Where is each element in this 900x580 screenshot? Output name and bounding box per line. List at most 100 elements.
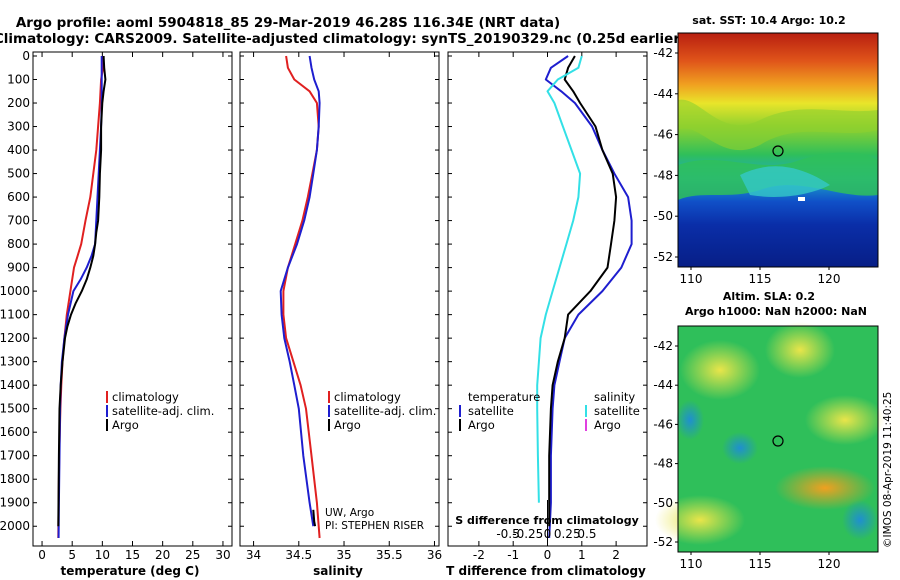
s-difference-title: S difference from climatology — [455, 514, 639, 527]
x-tick-label: 10 — [95, 548, 110, 562]
map-y-tick-label: -52 — [653, 535, 673, 549]
map-y-tick-label: -44 — [653, 87, 673, 101]
sst-mid-band — [678, 99, 878, 151]
depth-tick-label: 2000 — [0, 519, 30, 533]
s-diff-tick-label: 0 — [544, 527, 552, 541]
figure-title-line1: Argo profile: aoml 5904818_85 29-Mar-201… — [16, 15, 560, 31]
legend-swatch-satellite — [328, 405, 330, 417]
map-y-tick-label: -42 — [653, 46, 673, 60]
legend-swatch-climatology — [328, 391, 330, 403]
figure-title-line2: Climatology: CARS2009. Satellite-adjuste… — [0, 31, 686, 47]
legend-swatch-satellite — [106, 405, 108, 417]
sla-low-blob — [722, 432, 758, 464]
series-line-satellite-adj-clim- — [279, 55, 321, 527]
depth-tick-label: 500 — [7, 167, 30, 181]
x-tick-label: 2 — [612, 548, 620, 562]
legend-title-salinity: salinity — [594, 390, 635, 404]
s-diff-tick-label: -0.5 — [496, 527, 519, 541]
sla-high-blob — [680, 340, 760, 400]
salinity-panel-frame — [239, 51, 440, 547]
s-diff-tick-label: 0.5 — [577, 527, 596, 541]
series-line-argo — [312, 509, 317, 527]
map-y-tick-label: -46 — [653, 417, 673, 431]
salinity-legend: climatology satellite-adj. clim. Argo — [328, 390, 436, 432]
legend-swatch-climatology — [106, 391, 108, 403]
legend-swatch-s-satellite — [585, 405, 587, 417]
legend-label: satellite — [594, 404, 640, 418]
depth-tick-label: 1200 — [0, 331, 30, 345]
x-tick-label: -2 — [473, 548, 485, 562]
sla-low-blob — [842, 500, 878, 540]
temperature-legend: climatology satellite-adj. clim. Argo — [106, 390, 214, 432]
x-tick-label: 1 — [578, 548, 586, 562]
x-tick-label: 34 — [246, 548, 261, 562]
depth-tick-label: 1600 — [0, 425, 30, 439]
difference-panel-frame — [447, 51, 648, 547]
legend-label: Argo — [468, 418, 495, 432]
legend-label: climatology — [112, 390, 179, 404]
x-tick-label: 30 — [215, 548, 230, 562]
depth-tick-label: 1800 — [0, 472, 30, 486]
sla-high-blob — [765, 322, 835, 378]
temperature-series — [57, 55, 107, 539]
x-tick-label: 35.5 — [376, 548, 403, 562]
series-line-salinity-satellite — [536, 55, 583, 503]
legend-swatch-t-satellite — [459, 405, 461, 417]
series-line-temperature-satellite — [544, 55, 633, 539]
temperature-x-label: temperature (deg C) — [61, 564, 200, 578]
credit-line2: PI: STEPHEN RISER — [325, 520, 424, 532]
sla-map-title-line1: Altim. SLA: 0.2 — [723, 290, 815, 303]
s-diff-tick-label: 0.25 — [554, 527, 581, 541]
map-x-tick-label: 115 — [749, 272, 772, 286]
sst-map-axes: -42 -44 -46 -48 -50 -52 110 115 120 — [653, 46, 840, 286]
sla-map-axes: -42 -44 -46 -48 -50 -52 110 115 120 — [653, 339, 840, 571]
legend-swatch-t-argo — [459, 419, 461, 431]
map-y-tick-label: -42 — [653, 339, 673, 353]
sla-map-frame — [677, 325, 879, 553]
map-x-tick-label: 110 — [680, 557, 703, 571]
map-y-tick-label: -50 — [653, 496, 673, 510]
depth-tick-label: 0 — [22, 49, 30, 63]
map-y-tick-label: -46 — [653, 128, 673, 142]
depth-tick-label: 600 — [7, 190, 30, 204]
x-tick-label: 36 — [427, 548, 442, 562]
legend-label: satellite-adj. clim. — [112, 404, 214, 418]
legend-swatch-argo — [106, 419, 108, 431]
map-y-tick-label: -48 — [653, 168, 673, 182]
depth-tick-label: 1100 — [0, 308, 30, 322]
x-tick-label: 0 — [544, 548, 552, 562]
series-line-climatology — [282, 55, 321, 539]
s-difference-axis: -0.5-0.25 0 0.250.5 — [496, 527, 596, 541]
x-tick-label: -1 — [507, 548, 519, 562]
x-tick-label: 25 — [185, 548, 200, 562]
map-x-tick-label: 120 — [818, 272, 841, 286]
depth-axis: 0 100 200 300 400 500 600 700 800 900 1000 1100 1200… — [0, 49, 647, 533]
salinity-x-axis: 34 34.5 35 35.5 36 — [246, 52, 442, 562]
depth-tick-label: 100 — [7, 73, 30, 87]
sla-low-blob — [676, 400, 704, 440]
sla-map — [655, 322, 885, 553]
depth-tick-label: 1400 — [0, 378, 30, 392]
x-tick-label: 34.5 — [285, 548, 312, 562]
depth-tick-label: 700 — [7, 214, 30, 228]
sst-missing-pixel — [798, 197, 805, 201]
series-line-argo — [57, 55, 107, 527]
map-x-tick-label: 115 — [749, 557, 772, 571]
depth-tick-label: 400 — [7, 143, 30, 157]
sst-map-title: sat. SST: 10.4 Argo: 10.2 — [692, 14, 845, 27]
series-line-satellite-adj-clim- — [57, 56, 103, 539]
legend-label: climatology — [334, 390, 401, 404]
temperature-panel-frame — [32, 51, 233, 547]
sst-cool-eddy — [740, 166, 830, 197]
difference-x-label: T difference from climatology — [446, 564, 646, 578]
x-tick-label: 5 — [68, 548, 76, 562]
map-y-tick-label: -52 — [653, 250, 673, 264]
credit-line1: UW, Argo — [325, 507, 374, 519]
map-x-tick-label: 110 — [680, 272, 703, 286]
map-y-tick-label: -48 — [653, 457, 673, 471]
legend-title-temperature: temperature — [468, 390, 540, 404]
x-tick-label: 20 — [155, 548, 170, 562]
difference-series — [536, 55, 633, 546]
depth-tick-label: 1900 — [0, 496, 30, 510]
legend-swatch-argo — [328, 419, 330, 431]
